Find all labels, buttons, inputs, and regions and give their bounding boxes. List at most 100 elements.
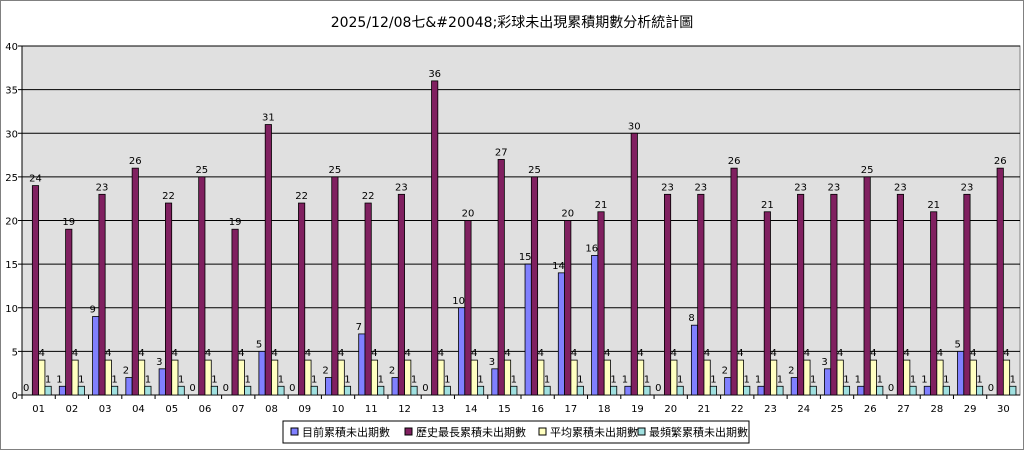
data-label: 3 bbox=[156, 357, 162, 368]
bar bbox=[730, 167, 738, 396]
data-label: 0 bbox=[23, 383, 29, 394]
data-label: 4 bbox=[371, 348, 377, 359]
data-label: 1 bbox=[777, 374, 783, 385]
bar bbox=[903, 359, 911, 396]
data-label: 4 bbox=[671, 348, 677, 359]
data-label: 5 bbox=[954, 339, 960, 350]
bar bbox=[537, 359, 545, 396]
bar bbox=[404, 359, 412, 396]
data-label: 1 bbox=[610, 374, 616, 385]
x-tick-label: 26 bbox=[864, 404, 877, 415]
y-tick-label: 35 bbox=[5, 86, 18, 97]
bar bbox=[637, 359, 645, 396]
data-label: 1 bbox=[378, 374, 384, 385]
bar bbox=[138, 359, 146, 396]
data-label: 1 bbox=[45, 374, 51, 385]
data-label: 0 bbox=[422, 383, 428, 394]
data-label: 4 bbox=[904, 348, 910, 359]
bar bbox=[443, 385, 451, 396]
bar bbox=[996, 167, 1004, 396]
bar bbox=[144, 385, 152, 396]
data-label: 1 bbox=[743, 374, 749, 385]
x-tick-label: 24 bbox=[797, 404, 810, 415]
x-tick-label: 30 bbox=[997, 404, 1010, 415]
data-label: 4 bbox=[937, 348, 943, 359]
bar bbox=[603, 359, 611, 396]
bar bbox=[337, 359, 345, 396]
data-label: 23 bbox=[961, 182, 974, 193]
bar bbox=[358, 333, 366, 396]
data-label: 4 bbox=[438, 348, 444, 359]
data-label: 4 bbox=[504, 348, 510, 359]
bar bbox=[464, 220, 472, 396]
bar bbox=[331, 176, 339, 396]
data-label: 23 bbox=[794, 182, 807, 193]
data-label: 16 bbox=[585, 243, 598, 254]
bar bbox=[58, 385, 66, 396]
bar bbox=[564, 220, 572, 396]
data-label: 1 bbox=[178, 374, 184, 385]
data-label: 4 bbox=[1003, 348, 1009, 359]
bar bbox=[31, 185, 40, 396]
bar bbox=[790, 377, 798, 396]
data-label: 4 bbox=[604, 348, 610, 359]
data-label: 2 bbox=[722, 366, 728, 377]
data-label: 10 bbox=[452, 296, 465, 307]
data-label: 1 bbox=[211, 374, 217, 385]
legend-swatch bbox=[538, 427, 547, 436]
data-label: 1 bbox=[511, 374, 517, 385]
data-label: 1 bbox=[78, 374, 84, 385]
bar bbox=[92, 316, 100, 396]
y-tick-label: 40 bbox=[5, 42, 18, 53]
x-tick-label: 07 bbox=[232, 404, 245, 415]
bar bbox=[38, 359, 46, 396]
data-label: 4 bbox=[737, 348, 743, 359]
data-label: 21 bbox=[761, 200, 774, 211]
data-label: 7 bbox=[356, 322, 362, 333]
bar bbox=[171, 359, 179, 396]
data-label: 20 bbox=[462, 209, 475, 220]
data-label: 15 bbox=[519, 252, 532, 263]
data-label: 23 bbox=[395, 182, 408, 193]
x-tick-label: 04 bbox=[132, 404, 145, 415]
bar bbox=[570, 359, 578, 396]
data-label: 31 bbox=[262, 113, 275, 124]
bar bbox=[976, 385, 984, 396]
bar bbox=[703, 359, 711, 396]
bar bbox=[277, 385, 285, 396]
x-tick-label: 14 bbox=[465, 404, 478, 415]
data-label: 3 bbox=[821, 357, 827, 368]
data-label: 27 bbox=[495, 147, 508, 158]
bar bbox=[111, 385, 119, 396]
data-label: 2 bbox=[788, 366, 794, 377]
bar bbox=[431, 80, 439, 396]
data-label: 2 bbox=[322, 366, 328, 377]
bar bbox=[491, 368, 499, 396]
data-label: 4 bbox=[804, 348, 810, 359]
data-label: 21 bbox=[595, 200, 608, 211]
data-label: 4 bbox=[138, 348, 144, 359]
bar bbox=[158, 368, 166, 396]
data-label: 2 bbox=[389, 366, 395, 377]
bar bbox=[198, 176, 206, 396]
bar bbox=[310, 385, 318, 396]
data-label: 1 bbox=[855, 374, 861, 385]
x-tick-label: 03 bbox=[99, 404, 112, 415]
data-label: 4 bbox=[205, 348, 211, 359]
y-tick-label: 20 bbox=[5, 217, 18, 228]
legend-label: 最頻繁累積未出期數 bbox=[649, 425, 748, 439]
bar bbox=[836, 359, 844, 396]
bar bbox=[391, 377, 399, 396]
data-label: 4 bbox=[72, 348, 78, 359]
data-label: 0 bbox=[988, 383, 994, 394]
y-tick-label: 0 bbox=[12, 391, 18, 402]
data-label: 1 bbox=[755, 374, 761, 385]
data-label: 1 bbox=[910, 374, 916, 385]
data-label: 25 bbox=[528, 165, 541, 176]
data-label: 4 bbox=[105, 348, 111, 359]
bar bbox=[364, 202, 372, 396]
data-label: 1 bbox=[810, 374, 816, 385]
bar bbox=[104, 359, 112, 396]
data-label: 1 bbox=[444, 374, 450, 385]
data-label: 21 bbox=[927, 200, 940, 211]
